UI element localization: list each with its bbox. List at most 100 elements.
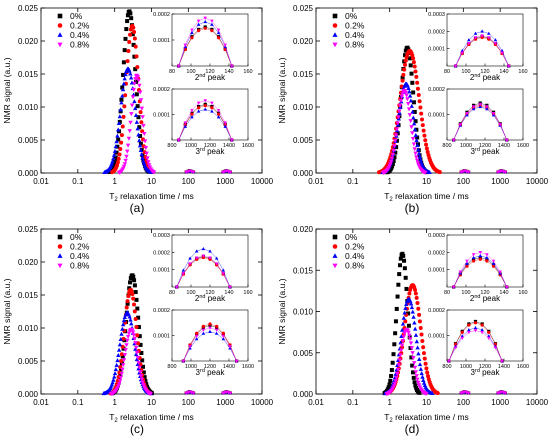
data-point bbox=[57, 263, 63, 269]
data-point bbox=[392, 144, 397, 149]
data-point bbox=[125, 299, 130, 304]
data-point bbox=[128, 11, 133, 16]
data-point bbox=[466, 391, 471, 395]
data-point bbox=[485, 107, 489, 111]
data-point bbox=[424, 142, 429, 147]
x-tick-label: 100 bbox=[182, 398, 196, 407]
y-tick-label: 0.025 bbox=[18, 4, 39, 13]
legend: 0%0.2%0.4%0.8% bbox=[332, 232, 365, 271]
data-point bbox=[485, 105, 489, 109]
legend: 0%0.2%0.4%0.8% bbox=[332, 11, 365, 50]
inset-x-tick-label: 1600 bbox=[517, 364, 529, 370]
data-point bbox=[409, 355, 414, 360]
inset-frame bbox=[446, 13, 524, 67]
data-point bbox=[221, 331, 225, 335]
data-point bbox=[467, 41, 471, 46]
data-point bbox=[190, 30, 194, 35]
data-point bbox=[390, 164, 395, 169]
data-point bbox=[130, 292, 135, 297]
data-point bbox=[176, 138, 181, 142]
data-point bbox=[332, 253, 338, 258]
data-point bbox=[132, 30, 137, 35]
inset-x-tick-label: 1000 bbox=[185, 364, 197, 370]
data-point bbox=[133, 346, 138, 351]
chart-panel: 0.01 0.1 1 10 100 1000 10000 0.000 0.005 0.010 0.0… bbox=[277, 225, 549, 436]
data-point bbox=[406, 311, 411, 316]
data-point bbox=[128, 280, 133, 285]
inset-y-tick-label: 0.0001 bbox=[428, 47, 445, 53]
data-point bbox=[480, 34, 484, 38]
y-tick-label: 0.005 bbox=[18, 136, 39, 145]
data-point bbox=[506, 64, 511, 68]
data-point bbox=[427, 170, 432, 175]
data-point bbox=[117, 377, 122, 382]
data-point bbox=[131, 333, 136, 338]
data-point bbox=[413, 291, 418, 296]
data-point bbox=[196, 109, 201, 113]
data-point bbox=[121, 114, 126, 119]
data-point bbox=[125, 301, 130, 306]
y-axis-label: NMR signal (a.u.) bbox=[277, 57, 287, 123]
x-tick-label: 10 bbox=[147, 398, 156, 407]
inset-y-tick-label: 0.0001 bbox=[428, 268, 445, 274]
data-point bbox=[210, 19, 214, 23]
data-point bbox=[395, 294, 400, 299]
data-point bbox=[140, 380, 145, 385]
data-point bbox=[133, 352, 139, 357]
data-point bbox=[123, 158, 128, 163]
data-point bbox=[130, 330, 136, 335]
data-point bbox=[203, 26, 207, 30]
data-point bbox=[120, 124, 125, 129]
data-point bbox=[136, 315, 141, 320]
data-point bbox=[397, 263, 402, 268]
y-tick-label: 0.000 bbox=[293, 169, 314, 178]
panel-label: (c) bbox=[130, 422, 144, 436]
data-point bbox=[396, 282, 401, 287]
data-point bbox=[410, 309, 415, 314]
data-point bbox=[115, 160, 120, 165]
x-tick-label: 10 bbox=[422, 398, 431, 407]
inset-x-tick-label: 1600 bbox=[517, 143, 529, 149]
inset-x-tick-label: 100 bbox=[186, 290, 195, 296]
inset-x-tick-label: 120 bbox=[205, 69, 214, 75]
data-point bbox=[118, 372, 123, 377]
data-point bbox=[410, 53, 415, 58]
data-point bbox=[411, 375, 416, 380]
data-point bbox=[201, 246, 206, 251]
data-point bbox=[134, 297, 139, 302]
data-point bbox=[417, 312, 422, 317]
data-point bbox=[196, 22, 201, 26]
data-point bbox=[413, 370, 419, 375]
data-point bbox=[122, 314, 127, 319]
data-point bbox=[191, 170, 196, 174]
data-point bbox=[400, 78, 405, 83]
data-point bbox=[194, 337, 199, 341]
data-point bbox=[332, 23, 338, 28]
data-point bbox=[131, 25, 136, 30]
data-point bbox=[57, 253, 63, 258]
y-axis-label: NMR signal (a.u.) bbox=[277, 278, 287, 344]
data-point bbox=[214, 256, 219, 260]
legend-label: 0.4% bbox=[345, 251, 365, 261]
y-tick-label: 0.020 bbox=[293, 225, 314, 234]
data-point bbox=[135, 104, 140, 109]
data-point bbox=[130, 95, 136, 100]
data-point bbox=[404, 93, 409, 98]
data-point bbox=[400, 339, 406, 344]
data-point bbox=[487, 334, 491, 338]
inset-x-tick-label: 80 bbox=[444, 290, 450, 296]
data-point bbox=[500, 359, 504, 363]
data-point bbox=[473, 36, 478, 40]
inset-second-peak: 80 100 120 140 160 0.0001 0.0002 0.0003 2nd peak bbox=[428, 233, 527, 303]
data-point bbox=[412, 326, 418, 331]
data-point bbox=[396, 115, 401, 120]
data-point bbox=[394, 306, 399, 311]
x-tick-label: 10000 bbox=[251, 398, 274, 407]
data-point bbox=[398, 353, 403, 358]
inset-y-tick-label: 0.0001 bbox=[153, 113, 170, 119]
data-point bbox=[396, 363, 402, 368]
data-point bbox=[190, 36, 194, 40]
data-point bbox=[119, 97, 124, 102]
data-point bbox=[415, 135, 420, 140]
data-point bbox=[416, 147, 421, 152]
